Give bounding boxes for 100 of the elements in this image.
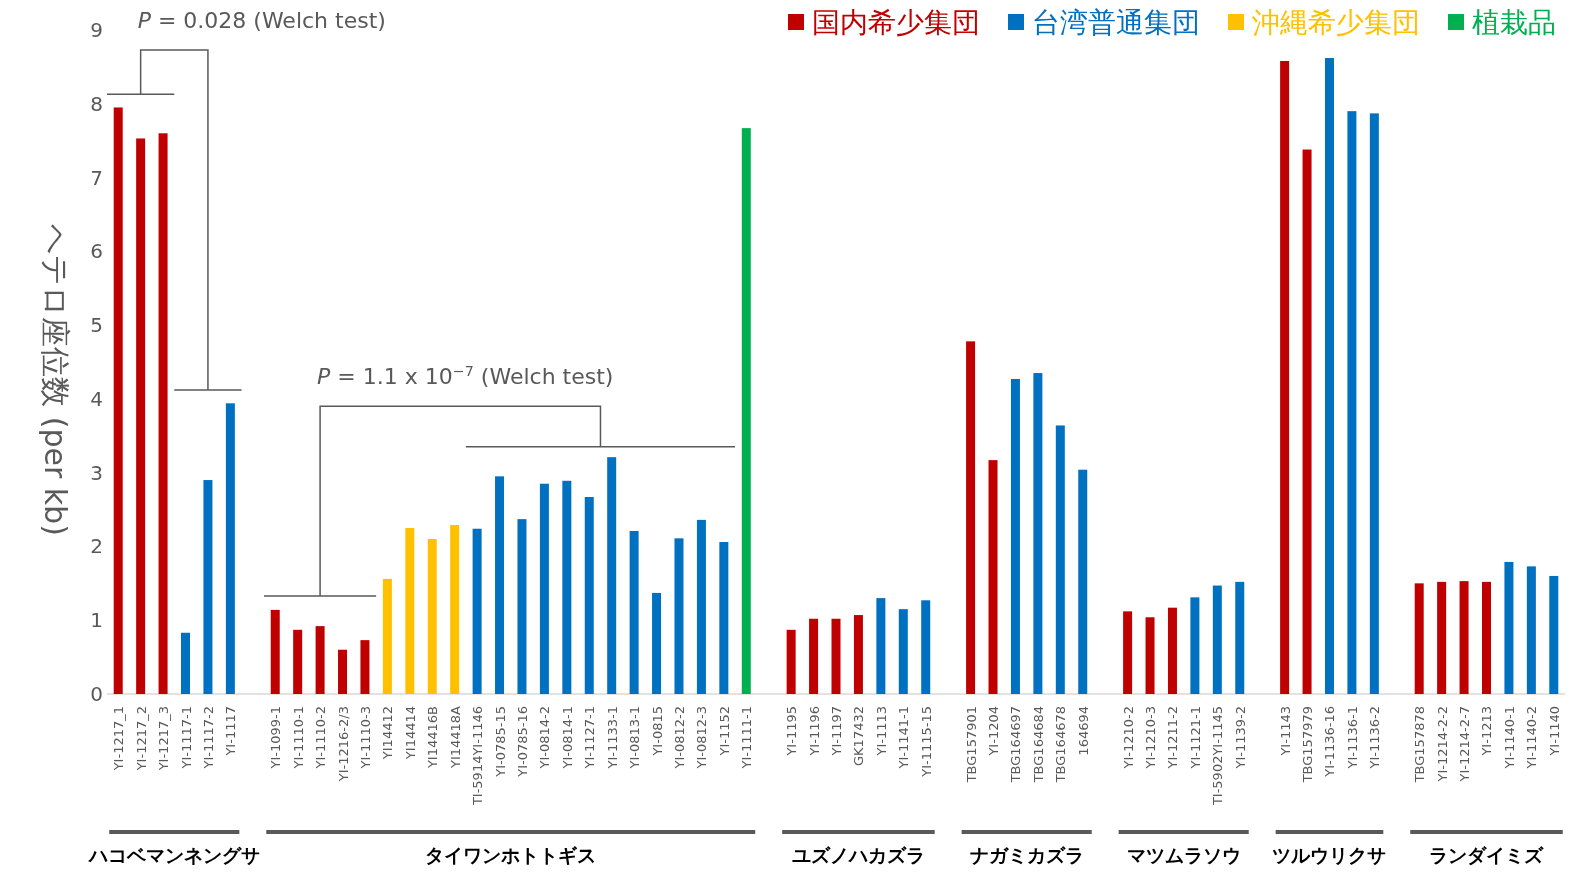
text: マツムラソウ — [1126, 844, 1241, 866]
bar — [741, 128, 751, 694]
text: ランダイミズ — [1429, 844, 1545, 866]
bar — [113, 107, 123, 694]
y-tick-label: 9 — [90, 18, 103, 42]
x-tick-label: YI-1195 — [784, 706, 800, 757]
legend-label: 沖縄希少集団 — [1252, 6, 1420, 39]
x-tick-label: YI-1115-15 — [918, 706, 934, 778]
bar — [1167, 607, 1177, 694]
bar — [382, 578, 392, 694]
bar — [1549, 575, 1559, 694]
text: ツルウリクサ — [1272, 844, 1387, 866]
annotation: P = 0.028 (Welch test) — [137, 8, 386, 33]
y-tick-label: 8 — [90, 91, 103, 116]
x-tick-label: YI-1140-1 — [1501, 706, 1517, 770]
x-tick-label: YI-1110-2 — [313, 706, 329, 770]
bar — [831, 618, 841, 694]
x-tick-label: YI-1110-1 — [290, 706, 306, 770]
bar — [1212, 585, 1222, 694]
x-tick-label: TBG164684 — [1030, 706, 1046, 784]
x-tick-label: YI-1211-2 — [1165, 706, 1181, 770]
bar — [719, 542, 729, 694]
bar — [203, 480, 213, 694]
y-tick-label: 4 — [90, 386, 103, 411]
x-tick-label: YI-1099-1 — [268, 706, 284, 770]
x-tick-label: YI-1110-3 — [357, 706, 373, 770]
x-tick-label: YI-1140-2 — [1524, 706, 1540, 770]
bar — [584, 497, 594, 694]
bar — [696, 519, 706, 694]
bar — [786, 629, 796, 694]
y-tick-label: 3 — [90, 460, 103, 485]
x-tick-label: YI-1214-2-2 — [1434, 706, 1450, 783]
bar — [1369, 113, 1379, 694]
x-tick-label: YI-1111-1 — [739, 706, 755, 770]
bar — [405, 528, 415, 694]
x-tick-label: YI-1133-1 — [604, 706, 620, 770]
legend-label: 植栽品 — [1472, 6, 1556, 39]
text: ユズノハカズラ — [791, 844, 925, 866]
y-tick-label: 2 — [90, 534, 103, 559]
bar — [1324, 58, 1334, 694]
x-tick-label: TBG157878 — [1412, 706, 1428, 784]
x-tick-label: YI-1217_2 — [133, 706, 149, 772]
x-tick-label: YI-1117-1 — [178, 706, 194, 770]
x-tick-label: YI-1210-2 — [1120, 706, 1136, 770]
bar — [921, 600, 931, 694]
x-tick-label: TBG157979 — [1300, 706, 1316, 784]
x-tick-label: YI-1214-2-7 — [1457, 706, 1473, 783]
x-tick-label: YI14418A — [447, 705, 463, 770]
x-tick-label: GK17432 — [851, 706, 867, 766]
x-tick-label: YI-0815 — [649, 706, 665, 757]
bar — [517, 519, 527, 694]
bar — [652, 592, 662, 694]
bar — [876, 598, 886, 694]
x-tick-label: 164694 — [1075, 706, 1091, 756]
x-tick-label: TBG164697 — [1008, 706, 1024, 784]
bar — [1190, 597, 1200, 694]
bar — [1123, 611, 1133, 694]
x-tick-label: YI-1197 — [829, 706, 844, 757]
x-tick-label: YI-1140 — [1546, 706, 1562, 757]
x-tick-label: YI-0814-1 — [559, 706, 575, 770]
x-tick-label: YI-1136-16 — [1322, 706, 1338, 778]
x-tick-label: YI-1127-1 — [582, 706, 598, 770]
bar — [1302, 149, 1312, 694]
bar — [988, 460, 998, 694]
x-tick-label: YI-1139-2 — [1232, 706, 1248, 770]
bar — [1481, 581, 1491, 694]
bar — [1010, 378, 1020, 694]
x-tick-label: YI-1117 — [223, 706, 239, 757]
x-tick-label: YI-0813-1 — [627, 706, 643, 770]
bar — [315, 626, 325, 694]
bar — [158, 133, 168, 694]
bar — [1078, 469, 1088, 694]
bar — [136, 138, 146, 694]
x-tick-label: YI-1210-3 — [1143, 706, 1159, 770]
x-tick-label: YI-1136-2 — [1367, 706, 1383, 770]
x-tick-label: YI-0812-3 — [694, 706, 710, 770]
y-axis-title: ヘテロ座位数 (per kb) — [38, 224, 73, 536]
x-tick-label: YI-1213 — [1479, 706, 1495, 757]
bar — [1347, 111, 1357, 694]
x-tick-label: YI-0812-2 — [671, 706, 687, 770]
bar — [293, 629, 303, 694]
y-tick-label: 7 — [90, 165, 103, 190]
x-tick-label: YI-1196 — [806, 706, 822, 757]
text: タイワンホトトギス — [425, 844, 597, 866]
bar — [1437, 581, 1447, 694]
bar — [1280, 60, 1290, 694]
x-tick-label: TI-5902YI-1145 — [1210, 706, 1226, 807]
bar — [495, 476, 505, 694]
x-tick-label: YI-1217_3 — [156, 706, 172, 772]
bar — [472, 528, 482, 694]
annotation: P = 1.1 x 10$^{−7}$ (Welch test) — [317, 363, 614, 389]
legend-label: 国内希少集団 — [812, 6, 980, 39]
legend-label: 台湾普通集団 — [1032, 6, 1200, 39]
bar — [898, 609, 908, 694]
bar — [181, 632, 191, 694]
text: ナガミカズラ — [969, 844, 1084, 866]
bar — [1055, 425, 1065, 694]
bar — [853, 615, 863, 694]
x-tick-label: TI-5914YI-1146 — [470, 706, 486, 807]
bar — [1459, 581, 1469, 694]
